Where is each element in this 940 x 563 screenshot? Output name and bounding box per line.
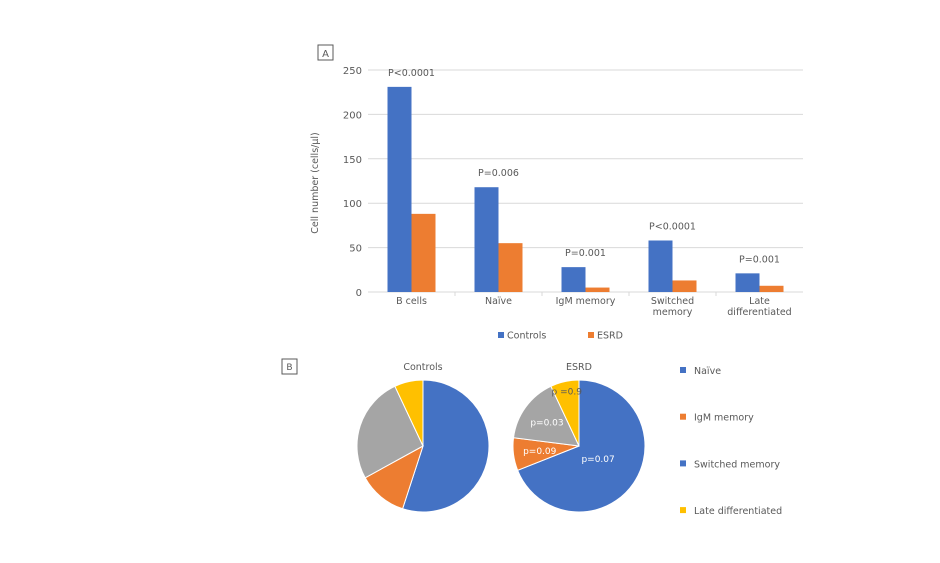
legend-swatch xyxy=(498,332,504,338)
x-tick-label: Late xyxy=(749,296,770,307)
panel-label-box xyxy=(317,44,334,61)
panel-label: B xyxy=(286,363,292,373)
bar-esrd xyxy=(411,213,436,292)
x-tick-label: B cells xyxy=(396,296,427,307)
pie-slice xyxy=(516,379,646,513)
legend-label: Naïve xyxy=(694,366,721,377)
pie-slice-label: p=0.03 xyxy=(530,419,563,429)
bar-esrd xyxy=(759,285,784,292)
legend-label: Controls xyxy=(507,331,546,342)
x-tick-label: differentiated xyxy=(727,307,791,318)
pie-slice-label: p=0.09 xyxy=(523,447,557,457)
bar-esrd xyxy=(498,243,523,292)
pie-slice xyxy=(401,379,490,513)
pie-slice-label: p=0.07 xyxy=(581,455,614,465)
pie-slice xyxy=(512,385,580,447)
y-tick-label: 250 xyxy=(343,66,362,77)
p-value-annotation: P<0.0001 xyxy=(388,68,435,79)
p-value-annotation: P=0.001 xyxy=(565,248,606,259)
legend-swatch xyxy=(680,507,686,514)
p-value-annotation: P=0.006 xyxy=(478,168,519,179)
legend-label: Switched memory xyxy=(694,459,780,470)
x-tick-label: IgM memory xyxy=(556,296,616,307)
y-axis-label: Cell number (cells/µl) xyxy=(310,132,321,233)
pie-slice-label: p =0.9 xyxy=(552,387,583,397)
legend-swatch xyxy=(680,413,686,420)
bar-controls xyxy=(561,267,586,292)
pie-title: ESRD xyxy=(566,362,592,373)
legend-label: ESRD xyxy=(597,331,623,342)
bar-controls xyxy=(474,187,499,292)
y-tick-label: 50 xyxy=(349,244,362,255)
pie-slice xyxy=(356,385,424,479)
legend-swatch xyxy=(680,460,686,467)
x-tick-label: Naïve xyxy=(485,296,512,307)
legend-swatch xyxy=(680,367,686,373)
x-tick-label: memory xyxy=(653,307,693,318)
x-tick-label: Switched xyxy=(651,296,694,307)
pie-slice xyxy=(550,379,580,447)
panel-label: A xyxy=(322,49,329,60)
p-value-annotation: P=0.001 xyxy=(739,254,780,265)
y-tick-label: 100 xyxy=(343,199,362,210)
bar-controls xyxy=(387,86,412,292)
panel-label-box xyxy=(281,358,298,375)
legend-label: IgM memory xyxy=(694,413,754,424)
legend-label: Late differentiated xyxy=(694,506,782,517)
pie-title: Controls xyxy=(403,362,442,373)
bar-esrd xyxy=(585,287,610,292)
bar-controls xyxy=(648,240,673,292)
pie-slice xyxy=(394,379,424,447)
y-tick-label: 150 xyxy=(343,155,362,166)
y-tick-label: 200 xyxy=(343,110,362,121)
bar-esrd xyxy=(672,280,697,292)
bar-controls xyxy=(735,273,760,292)
legend-swatch xyxy=(588,332,594,338)
y-tick-label: 0 xyxy=(356,288,362,299)
p-value-annotation: P<0.0001 xyxy=(649,221,696,232)
